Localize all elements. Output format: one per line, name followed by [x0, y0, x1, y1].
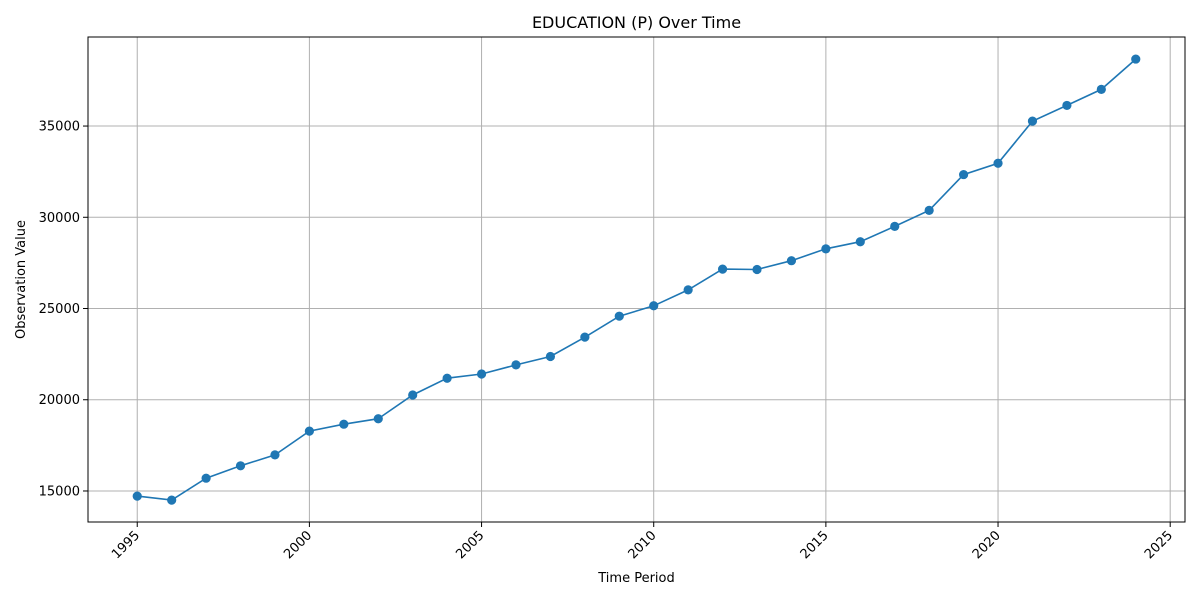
series-line-path	[137, 58, 1137, 501]
data-point	[339, 419, 349, 429]
data-point	[993, 158, 1003, 168]
data-point	[270, 450, 280, 460]
data-point	[614, 311, 624, 321]
data-point	[924, 205, 934, 215]
data-point	[476, 369, 487, 379]
data-point	[683, 285, 693, 295]
y-axis-label: Observation Value	[14, 220, 29, 339]
y-tick-label: 15000	[39, 484, 80, 499]
y-tick-label: 20000	[39, 393, 80, 408]
data-point	[890, 221, 900, 232]
data-point	[132, 491, 142, 501]
data-point	[717, 264, 728, 274]
data-point	[1131, 54, 1141, 64]
data-point	[752, 264, 762, 275]
series-points	[132, 54, 1141, 505]
data-point	[235, 461, 246, 471]
data-point	[1062, 100, 1072, 111]
x-axis-label: Time Period	[597, 571, 674, 586]
y-axis-ticks: 15000 20000 25000 30000 35000	[39, 120, 88, 499]
data-point	[408, 390, 418, 400]
data-point	[304, 426, 314, 436]
data-point	[959, 169, 969, 180]
data-point	[167, 495, 177, 505]
data-point	[580, 332, 590, 342]
data-point	[511, 360, 521, 370]
y-tick-label: 30000	[39, 211, 80, 226]
data-point	[821, 244, 831, 254]
data-point	[545, 351, 556, 362]
data-point	[649, 301, 659, 311]
data-point	[1096, 84, 1106, 94]
data-point	[855, 237, 865, 247]
grid	[88, 37, 1185, 522]
data-point	[201, 473, 211, 483]
data-point	[786, 256, 797, 266]
data-point	[373, 414, 383, 424]
plot-frame	[87, 36, 1186, 523]
y-tick-label: 35000	[39, 120, 80, 135]
y-tick-label: 25000	[39, 302, 80, 317]
series-line	[137, 58, 1137, 501]
data-point	[1027, 116, 1038, 126]
chart-title: EDUCATION (P) Over Time	[532, 13, 741, 32]
data-point	[442, 373, 452, 383]
